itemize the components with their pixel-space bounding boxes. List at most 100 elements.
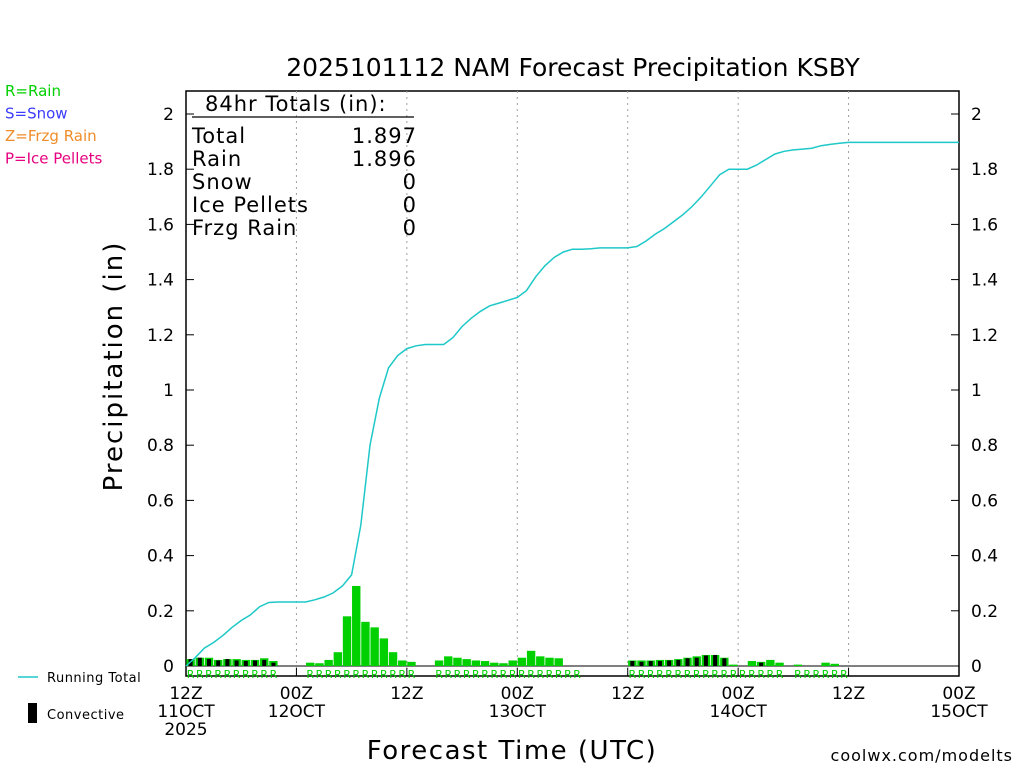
totals-value: 1.897	[352, 124, 417, 148]
convective-bar	[759, 662, 764, 666]
y-tick-label-right: 1.2	[971, 326, 998, 346]
convective-bar	[234, 660, 239, 666]
y-tick-label-left: 1.4	[147, 271, 174, 291]
precip-type-letter: R	[371, 668, 379, 681]
y-tick-label-left: 0.6	[147, 491, 174, 511]
precip-type-letter: R	[555, 668, 563, 681]
precip-type-letter: R	[343, 668, 351, 681]
totals-label: Total	[191, 124, 246, 148]
y-tick-label-left: 0.2	[147, 602, 174, 622]
precip-type-letter: R	[500, 668, 508, 681]
precip-type-letter: R	[730, 668, 738, 681]
y-axis-label: Precipitation (in)	[99, 241, 129, 492]
rain-bar	[398, 660, 407, 666]
rain-bar	[536, 656, 545, 666]
precip-type-letter: R	[794, 668, 802, 681]
precip-type-letter: R	[831, 668, 839, 681]
x-tick-label: 12OCT	[268, 702, 326, 722]
precip-type-key-item: P=Ice Pellets	[5, 150, 102, 168]
precip-type-letter: R	[472, 668, 480, 681]
y-tick-label-left: 1.8	[147, 160, 174, 180]
chart-title: 2025101112 NAM Forecast Precipitation KS…	[286, 53, 860, 82]
y-tick-label-left: 1.2	[147, 326, 174, 346]
rain-bar	[545, 657, 554, 666]
precip-type-letter: R	[776, 668, 784, 681]
precip-type-key-item: S=Snow	[5, 105, 68, 123]
precip-type-letter: R	[757, 668, 765, 681]
rain-bar	[526, 650, 536, 666]
convective-bar	[694, 657, 699, 666]
precip-bars	[186, 585, 839, 666]
y-tick-label-right: 2	[971, 105, 982, 125]
x-tick-label: 2025	[164, 720, 207, 740]
totals-value: 0	[403, 193, 417, 217]
rain-bar	[379, 638, 389, 666]
convective-bar	[648, 661, 653, 666]
precip-type-letter: R	[748, 668, 756, 681]
credit-text: coolwx.com/modelts	[831, 746, 1013, 765]
x-tick-label: 00Z	[942, 684, 975, 704]
precip-type-letter: R	[711, 668, 719, 681]
precip-type-letter: R	[398, 668, 406, 681]
rain-bar	[554, 658, 563, 666]
rain-bar	[766, 659, 775, 666]
totals-label: Rain	[192, 147, 242, 171]
convective-bar	[657, 661, 662, 666]
precip-type-letter: R	[242, 668, 250, 681]
precip-type-letter: R	[454, 668, 462, 681]
rain-bar	[407, 661, 416, 666]
precip-type-letter: R	[196, 668, 204, 681]
precip-type-letter: R	[306, 668, 314, 681]
totals-value: 0	[403, 170, 417, 194]
rain-bar	[821, 662, 830, 666]
y-tick-label-right: 1.6	[971, 215, 998, 235]
rain-bar	[352, 585, 361, 666]
legend-convective-label: Convective	[47, 708, 125, 723]
totals-label: Ice Pellets	[192, 193, 309, 217]
rain-bar	[775, 662, 784, 666]
y-tick-label-left: 1	[163, 381, 174, 401]
y-tick-label-right: 1.4	[971, 271, 998, 291]
totals-label: Frzg Rain	[192, 216, 297, 240]
precip-type-letter: R	[463, 668, 471, 681]
convective-bar	[207, 659, 212, 666]
precip-type-letter: R	[638, 668, 646, 681]
totals-label: Snow	[192, 170, 253, 194]
rain-bar	[315, 663, 324, 666]
precip-type-letter: R	[721, 668, 729, 681]
convective-bar	[225, 659, 230, 666]
precip-type-letter: R	[527, 668, 535, 681]
precip-type-letter: R	[536, 668, 544, 681]
precip-type-key-item: R=Rain	[5, 82, 61, 100]
x-tick-label: 13OCT	[489, 702, 547, 722]
y-tick-label-right: 0.4	[971, 547, 998, 567]
precip-type-letter: R	[435, 668, 443, 681]
convective-bar	[713, 654, 718, 666]
y-tick-label-left: 0.8	[147, 436, 174, 456]
convective-bar	[667, 660, 672, 666]
plot-frame	[185, 90, 960, 677]
y-tick-label-right: 0	[971, 657, 982, 677]
rain-bar	[462, 659, 471, 666]
precip-type-key-item: Z=Frzg Rain	[5, 127, 97, 145]
x-tick-label: 00Z	[501, 684, 534, 704]
y-tick-label-right: 0.2	[971, 602, 998, 622]
precip-type-letter: R	[840, 668, 848, 681]
rain-bar	[499, 663, 508, 666]
running-total-line	[185, 141, 959, 667]
precip-type-letter: R	[674, 668, 682, 681]
convective-bar	[262, 659, 267, 666]
x-axis-label: Forecast Time (UTC)	[367, 736, 658, 766]
precip-type-letter: R	[389, 668, 397, 681]
rain-bar	[480, 661, 490, 666]
rain-bar	[333, 652, 343, 666]
rain-bar	[729, 664, 738, 666]
precip-type-letter: R	[224, 668, 232, 681]
convective-bar	[216, 660, 221, 666]
x-tick-label: 11OCT	[157, 702, 215, 722]
rain-bar	[434, 660, 444, 666]
y-tick-label-left: 0.4	[147, 547, 174, 567]
y-tick-label-right: 1	[971, 381, 982, 401]
